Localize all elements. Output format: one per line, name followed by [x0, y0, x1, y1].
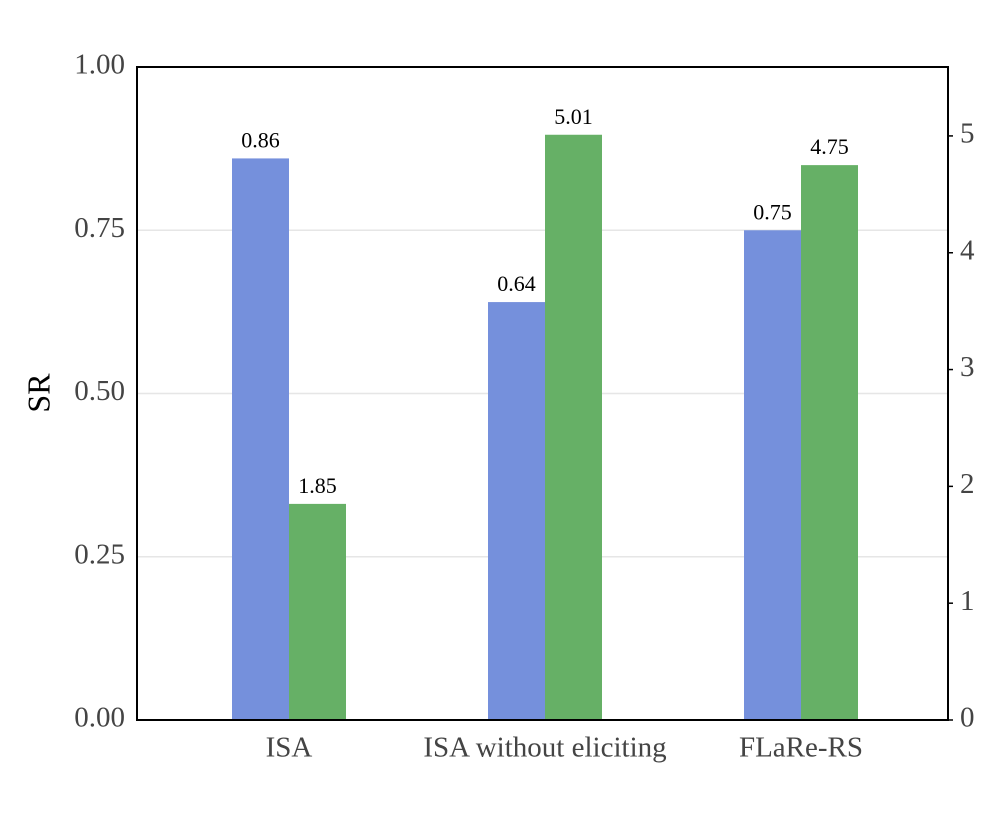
value-label: 0.75 — [753, 199, 792, 224]
y-tick-label: 0.25 — [74, 538, 125, 570]
x-tick-label: ISA without eliciting — [423, 732, 666, 764]
x-tick-label: ISA — [266, 732, 313, 764]
y-tick-label: 0.00 — [74, 702, 125, 734]
bar — [545, 134, 602, 721]
y2-tick-label: 4 — [960, 234, 975, 266]
bar — [488, 302, 545, 720]
y2-tick-label: 1 — [960, 585, 975, 617]
bar — [232, 158, 289, 721]
value-label: 4.75 — [810, 134, 849, 159]
bar — [289, 503, 346, 720]
value-label: 0.86 — [241, 127, 280, 152]
value-label: 0.64 — [497, 271, 536, 296]
y-tick-label: 0.50 — [74, 375, 125, 407]
y-tick-label: 1.00 — [74, 49, 125, 81]
value-label: 5.01 — [554, 104, 593, 129]
y2-tick-label: 0 — [960, 702, 975, 734]
y2-tick-label: 3 — [960, 351, 975, 383]
y-axis-label: SR — [20, 373, 56, 413]
value-label: 1.85 — [298, 473, 337, 498]
plot-frame — [136, 66, 949, 721]
y2-tick-label: 5 — [960, 118, 975, 150]
x-tick-label: FLaRe-RS — [739, 732, 863, 764]
bar — [744, 230, 801, 720]
bar — [801, 165, 858, 720]
y-tick-label: 0.75 — [74, 212, 125, 244]
y2-tick-label: 2 — [960, 468, 975, 500]
